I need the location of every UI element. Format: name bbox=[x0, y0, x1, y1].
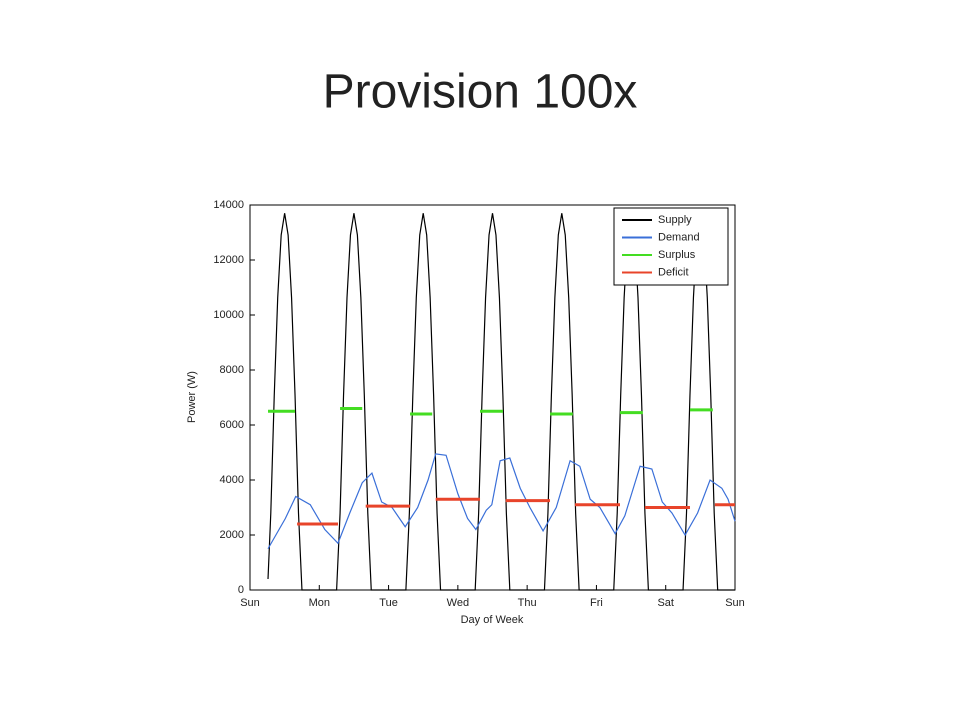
y-tick-label: 6000 bbox=[220, 419, 244, 431]
y-tick-label: 0 bbox=[238, 584, 244, 596]
x-axis-label: Day of Week bbox=[461, 614, 524, 626]
y-tick-label: 14000 bbox=[213, 199, 244, 211]
x-tick-label: Sun bbox=[240, 597, 260, 609]
y-tick-label: 10000 bbox=[213, 309, 244, 321]
slide-title: Provision 100x bbox=[323, 66, 638, 119]
series-line bbox=[268, 407, 713, 416]
y-axis-label: Power (W) bbox=[186, 371, 198, 423]
x-tick-label: Tue bbox=[379, 597, 398, 609]
series-line bbox=[267, 213, 735, 591]
x-tick-label: Thu bbox=[518, 597, 537, 609]
x-tick-label: Wed bbox=[447, 597, 469, 609]
legend-label: Surplus bbox=[658, 249, 696, 261]
legend-label: Supply bbox=[658, 214, 692, 226]
legend-label: Demand bbox=[658, 231, 700, 243]
x-tick-label: Sun bbox=[725, 597, 745, 609]
y-tick-label: 2000 bbox=[220, 529, 244, 541]
series-line bbox=[267, 453, 736, 550]
x-tick-label: Sat bbox=[657, 597, 674, 609]
x-tick-label: Fri bbox=[590, 597, 603, 609]
y-tick-label: 8000 bbox=[220, 364, 244, 376]
series-line bbox=[297, 497, 735, 526]
y-tick-label: 12000 bbox=[213, 254, 244, 266]
x-tick-label: Mon bbox=[309, 597, 330, 609]
legend-label: Deficit bbox=[658, 266, 689, 278]
plot-frame bbox=[249, 204, 736, 591]
y-tick-label: 4000 bbox=[220, 474, 244, 486]
